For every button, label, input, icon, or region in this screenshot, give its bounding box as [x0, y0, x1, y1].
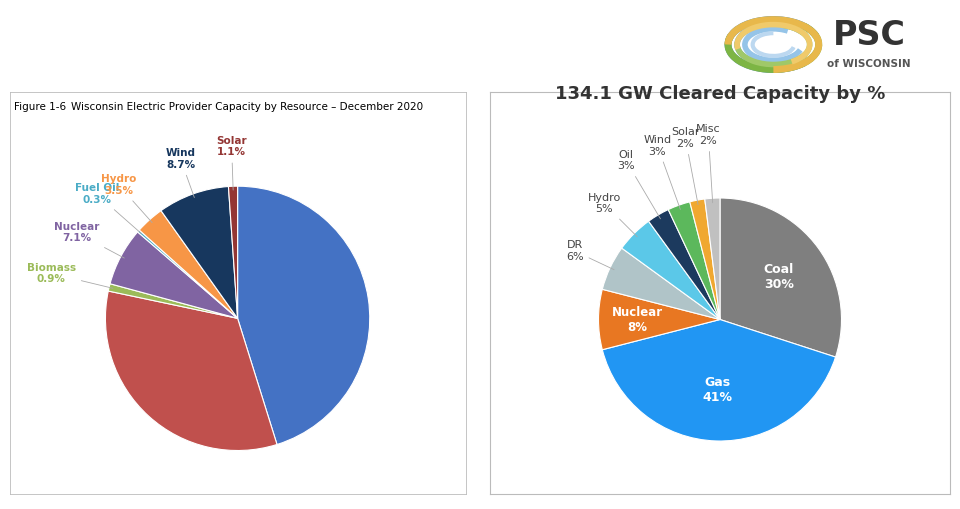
Wedge shape — [602, 248, 720, 320]
Text: Wisconsin Electric Provider Capacity by Resource – December 2020: Wisconsin Electric Provider Capacity by … — [71, 102, 423, 111]
Text: PSC: PSC — [832, 19, 906, 52]
Text: Misc
2%: Misc 2% — [696, 124, 721, 203]
Text: Fuel Oil
0.3%: Fuel Oil 0.3% — [75, 183, 141, 234]
Text: DR
6%: DR 6% — [566, 240, 614, 270]
Wedge shape — [705, 198, 720, 320]
Wedge shape — [690, 199, 720, 320]
Text: of WISCONSIN: of WISCONSIN — [828, 59, 911, 69]
Wedge shape — [110, 232, 238, 318]
Wedge shape — [108, 284, 238, 318]
Text: MISO (22-23 PY) Capacity: MISO (22-23 PY) Capacity — [17, 52, 438, 80]
Text: Hydro
5%: Hydro 5% — [588, 193, 637, 237]
Text: Coal
33%: Coal 33% — [170, 363, 199, 391]
Wedge shape — [602, 320, 835, 441]
Text: Nuclear
7.1%: Nuclear 7.1% — [54, 222, 124, 258]
Text: Figure 1-6: Figure 1-6 — [14, 102, 66, 111]
Text: Coal
30%: Coal 30% — [764, 263, 794, 291]
Wedge shape — [668, 202, 720, 320]
Title: 134.1 GW Cleared Capacity by %: 134.1 GW Cleared Capacity by % — [555, 84, 885, 102]
Text: Wind
8.7%: Wind 8.7% — [165, 148, 196, 197]
Text: Solar
1.1%: Solar 1.1% — [216, 136, 247, 190]
Text: Biomass
0.9%: Biomass 0.9% — [27, 263, 113, 288]
Text: Solar
2%: Solar 2% — [671, 127, 700, 205]
Text: Oil
3%: Oil 3% — [617, 150, 660, 219]
Text: Wisconsin’s Generation Portfolio (2020) v.: Wisconsin’s Generation Portfolio (2020) … — [17, 11, 713, 39]
Wedge shape — [720, 198, 842, 357]
Wedge shape — [598, 289, 720, 350]
Wedge shape — [137, 230, 238, 318]
Text: Hydro
3.5%: Hydro 3.5% — [101, 175, 152, 222]
Wedge shape — [228, 186, 238, 318]
Wedge shape — [161, 186, 238, 318]
Text: Nuclear
8%: Nuclear 8% — [612, 305, 663, 333]
Text: Natural Gas
45%: Natural Gas 45% — [266, 294, 345, 322]
Wedge shape — [649, 210, 720, 320]
Wedge shape — [106, 291, 277, 450]
Wedge shape — [237, 186, 370, 444]
Wedge shape — [139, 211, 238, 318]
Text: Gas
41%: Gas 41% — [703, 376, 732, 404]
Text: Wind
3%: Wind 3% — [643, 135, 681, 209]
Wedge shape — [622, 221, 720, 320]
